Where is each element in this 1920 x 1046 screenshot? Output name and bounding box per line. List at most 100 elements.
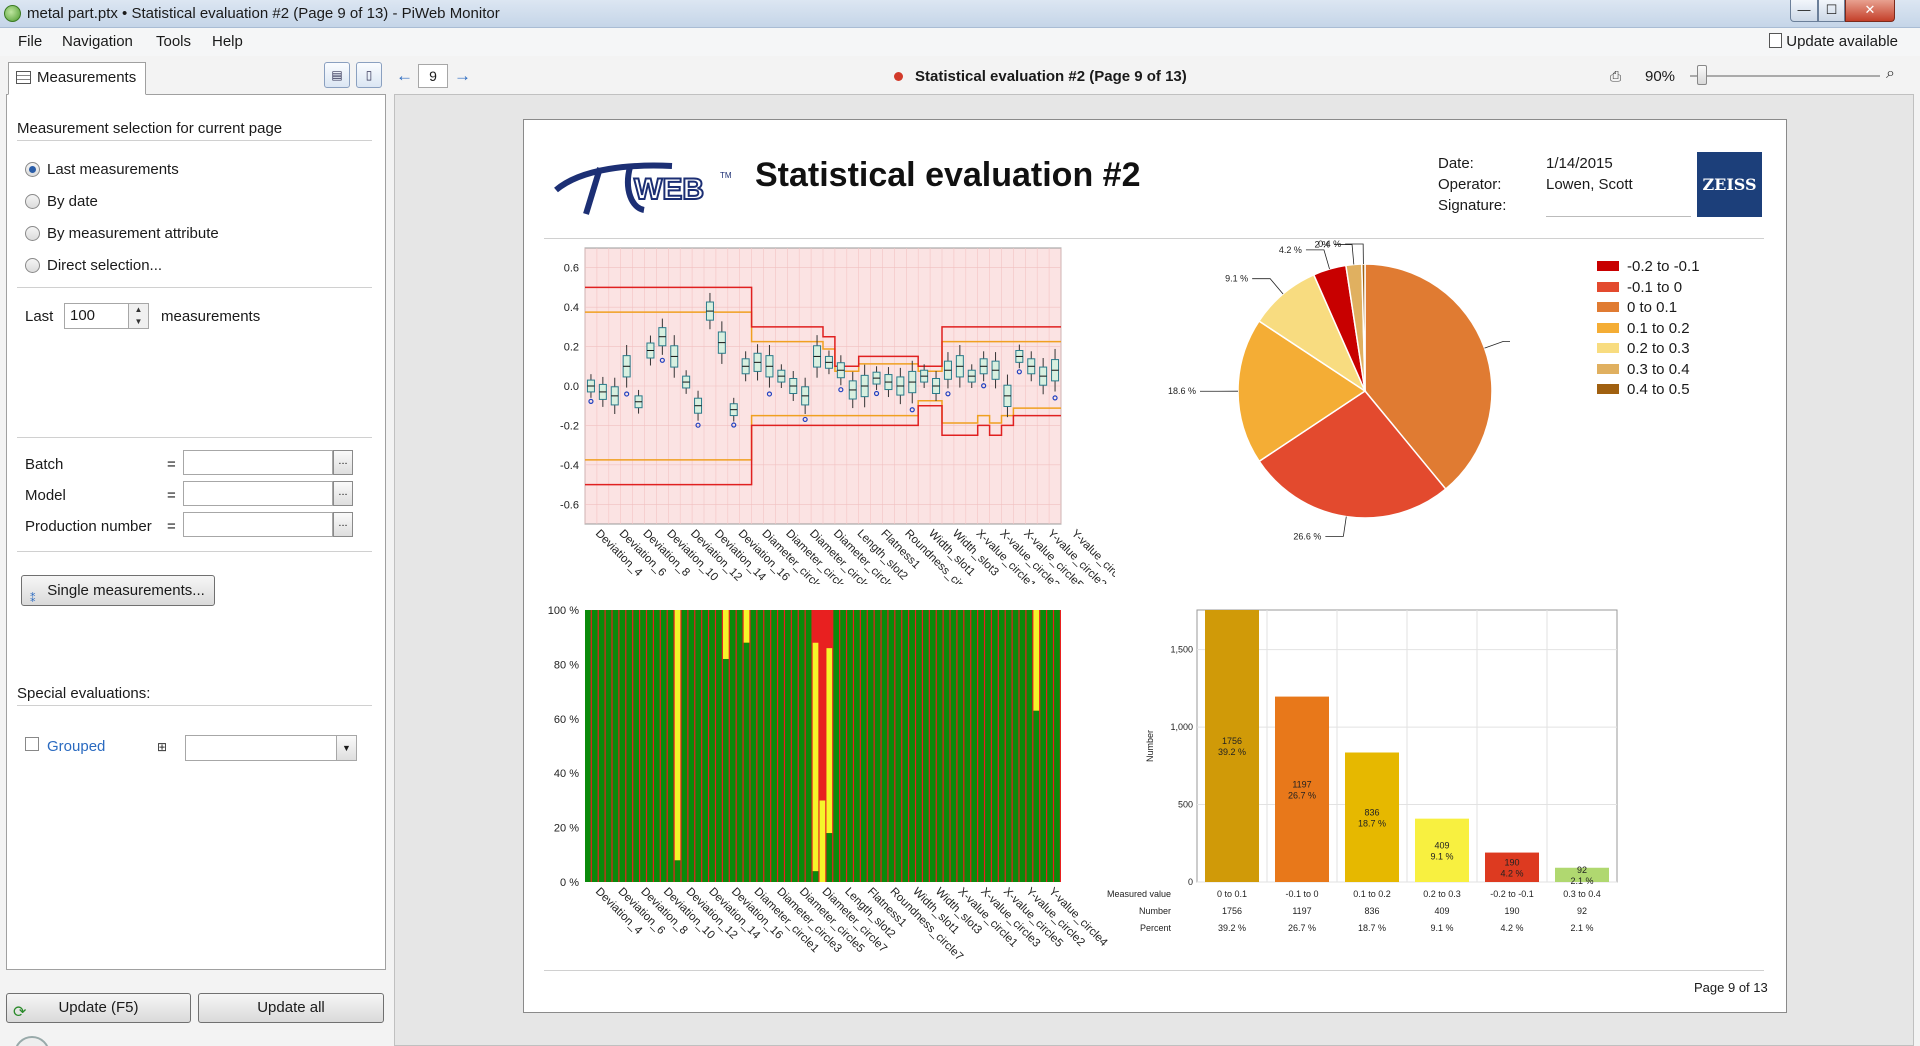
y-tick-label: 100 % xyxy=(548,605,579,617)
radio-dot xyxy=(25,162,40,177)
bar-yellow xyxy=(819,800,826,882)
page-number-input[interactable]: 9 xyxy=(418,64,448,88)
y-tick-label: 1,500 xyxy=(1170,645,1193,655)
bar-red xyxy=(812,610,819,643)
update-button[interactable]: ⟳ Update (F5) xyxy=(6,993,191,1023)
app-icon xyxy=(4,5,21,22)
bar-green xyxy=(985,610,991,882)
legend-item: 0 to 0.1 xyxy=(1597,299,1677,316)
radio-dot xyxy=(25,194,40,209)
batch-input[interactable] xyxy=(183,450,333,475)
update-all-button[interactable]: Update all xyxy=(198,993,384,1023)
histogram-bar xyxy=(1345,752,1399,882)
last-count-spinner[interactable]: ▲ ▼ xyxy=(129,303,149,329)
histogram-bar xyxy=(1415,818,1469,882)
date-value: 1/14/2015 xyxy=(1546,155,1613,172)
zoom-slider-thumb[interactable] xyxy=(1697,65,1707,85)
y-tick-label: 1,000 xyxy=(1170,722,1193,732)
grouped-checkbox[interactable] xyxy=(25,737,39,751)
update-icon xyxy=(1769,33,1783,48)
page-footer-divider xyxy=(544,970,1764,971)
bar-green xyxy=(978,610,984,882)
update-available-label: Update available xyxy=(1786,33,1898,50)
bar-yellow xyxy=(743,610,750,643)
pie-chart: 39 %26.6 %18.6 %9.1 %4.2 %2 %0.4 % xyxy=(1168,239,1510,541)
legend-item: -0.1 to 0 xyxy=(1597,279,1682,296)
last-count-input[interactable]: 100 xyxy=(64,303,129,329)
report-title: Statistical evaluation #2 xyxy=(755,156,1141,194)
production-number-browse-button[interactable]: ... xyxy=(333,512,353,537)
legend-swatch xyxy=(1597,343,1619,353)
bar-green xyxy=(888,610,895,882)
bar-percent-label: 26.7 % xyxy=(1288,790,1316,800)
bar-count-label: 1197 xyxy=(1292,779,1311,789)
model-input[interactable] xyxy=(183,481,333,506)
menu-navigation[interactable]: Navigation xyxy=(62,33,133,50)
zoom-icon[interactable]: ⌕ xyxy=(1886,65,1895,82)
bar-green xyxy=(812,871,819,882)
tolerance-limit-lower xyxy=(585,404,1061,486)
zoom-slider-track[interactable] xyxy=(1690,75,1880,77)
update-available-link[interactable]: Update available xyxy=(1769,33,1898,50)
production-number-input[interactable] xyxy=(183,512,333,537)
print-icon[interactable]: ⎙ xyxy=(1610,68,1622,84)
bar-yellow xyxy=(826,648,833,834)
zeiss-logo: ZEISS xyxy=(1697,152,1762,217)
menu-help[interactable]: Help xyxy=(212,33,243,50)
bar-green xyxy=(729,610,736,882)
pie-leader-line xyxy=(1484,340,1510,349)
maximize-button[interactable]: ☐ xyxy=(1818,0,1845,22)
table-number-cell: 92 xyxy=(1577,906,1587,916)
outlier-point xyxy=(588,398,594,404)
legend-swatch xyxy=(1597,261,1619,271)
radio-by-attribute[interactable]: By measurement attribute xyxy=(25,225,219,242)
menu-file[interactable]: File xyxy=(18,33,43,50)
single-measurements-button[interactable]: ⁑ Single measurements... xyxy=(21,575,215,606)
bar-green xyxy=(854,610,860,882)
legend-label: 0.2 to 0.3 xyxy=(1627,340,1690,357)
x-category-label: -0.1 to 0 xyxy=(1285,889,1318,899)
grouped-label[interactable]: Grouped xyxy=(47,738,106,755)
close-button[interactable]: ✕ xyxy=(1845,0,1895,22)
pie-leader-line xyxy=(1252,278,1284,295)
bar-green xyxy=(750,610,757,882)
radio-direct-selection[interactable]: Direct selection... xyxy=(25,257,162,274)
previous-page-arrow-icon[interactable]: ← xyxy=(396,66,413,85)
model-browse-button[interactable]: ... xyxy=(333,481,353,506)
x-category-label: -0.2 to -0.1 xyxy=(1490,889,1534,899)
bar-green xyxy=(633,610,639,882)
grouped-select[interactable]: ▼ xyxy=(185,735,357,761)
tolerance-limit-upper xyxy=(585,286,1061,368)
legend-swatch xyxy=(1597,384,1619,394)
bar-green xyxy=(674,860,681,882)
x-category-label: 0.1 to 0.2 xyxy=(1353,889,1391,899)
tab-measurements[interactable]: Measurements xyxy=(8,62,146,95)
next-page-arrow-icon[interactable]: → xyxy=(454,66,471,85)
piweb-logo: WEB TM xyxy=(554,162,732,215)
minimize-button[interactable]: — xyxy=(1790,0,1818,22)
radio-by-date[interactable]: By date xyxy=(25,193,98,210)
bar-green xyxy=(791,610,798,882)
outlier-point xyxy=(695,422,701,428)
logo-tm: TM xyxy=(720,171,732,180)
zoom-level: 90% xyxy=(1645,68,1676,85)
pie-slice xyxy=(1258,390,1447,519)
radio-last-measurements[interactable]: Last measurements xyxy=(25,161,179,178)
update-button-label: Update (F5) xyxy=(58,999,139,1016)
radio-dot xyxy=(25,226,40,241)
batch-browse-button[interactable]: ... xyxy=(333,450,353,475)
bar-green xyxy=(660,610,667,882)
table-percent-cell: 2.1 % xyxy=(1570,923,1593,933)
y-tick-label: -0.4 xyxy=(560,460,579,472)
table-row-label: Measured value xyxy=(1107,889,1171,899)
legend-label: 0.3 to 0.4 xyxy=(1627,360,1690,378)
signature-line xyxy=(1546,216,1691,217)
layout-toggle-button[interactable]: ▤ xyxy=(324,62,350,88)
chevron-down-icon[interactable]: ▼ xyxy=(336,736,356,760)
bar-green xyxy=(605,610,612,882)
panel-toggle-button[interactable]: ▯ xyxy=(356,62,382,88)
operator-value: Lowen, Scott xyxy=(1546,176,1633,193)
menu-tools[interactable]: Tools xyxy=(156,33,192,50)
bar-yellow xyxy=(722,610,729,659)
legend-item: -0.2 to -0.1 xyxy=(1597,258,1700,275)
